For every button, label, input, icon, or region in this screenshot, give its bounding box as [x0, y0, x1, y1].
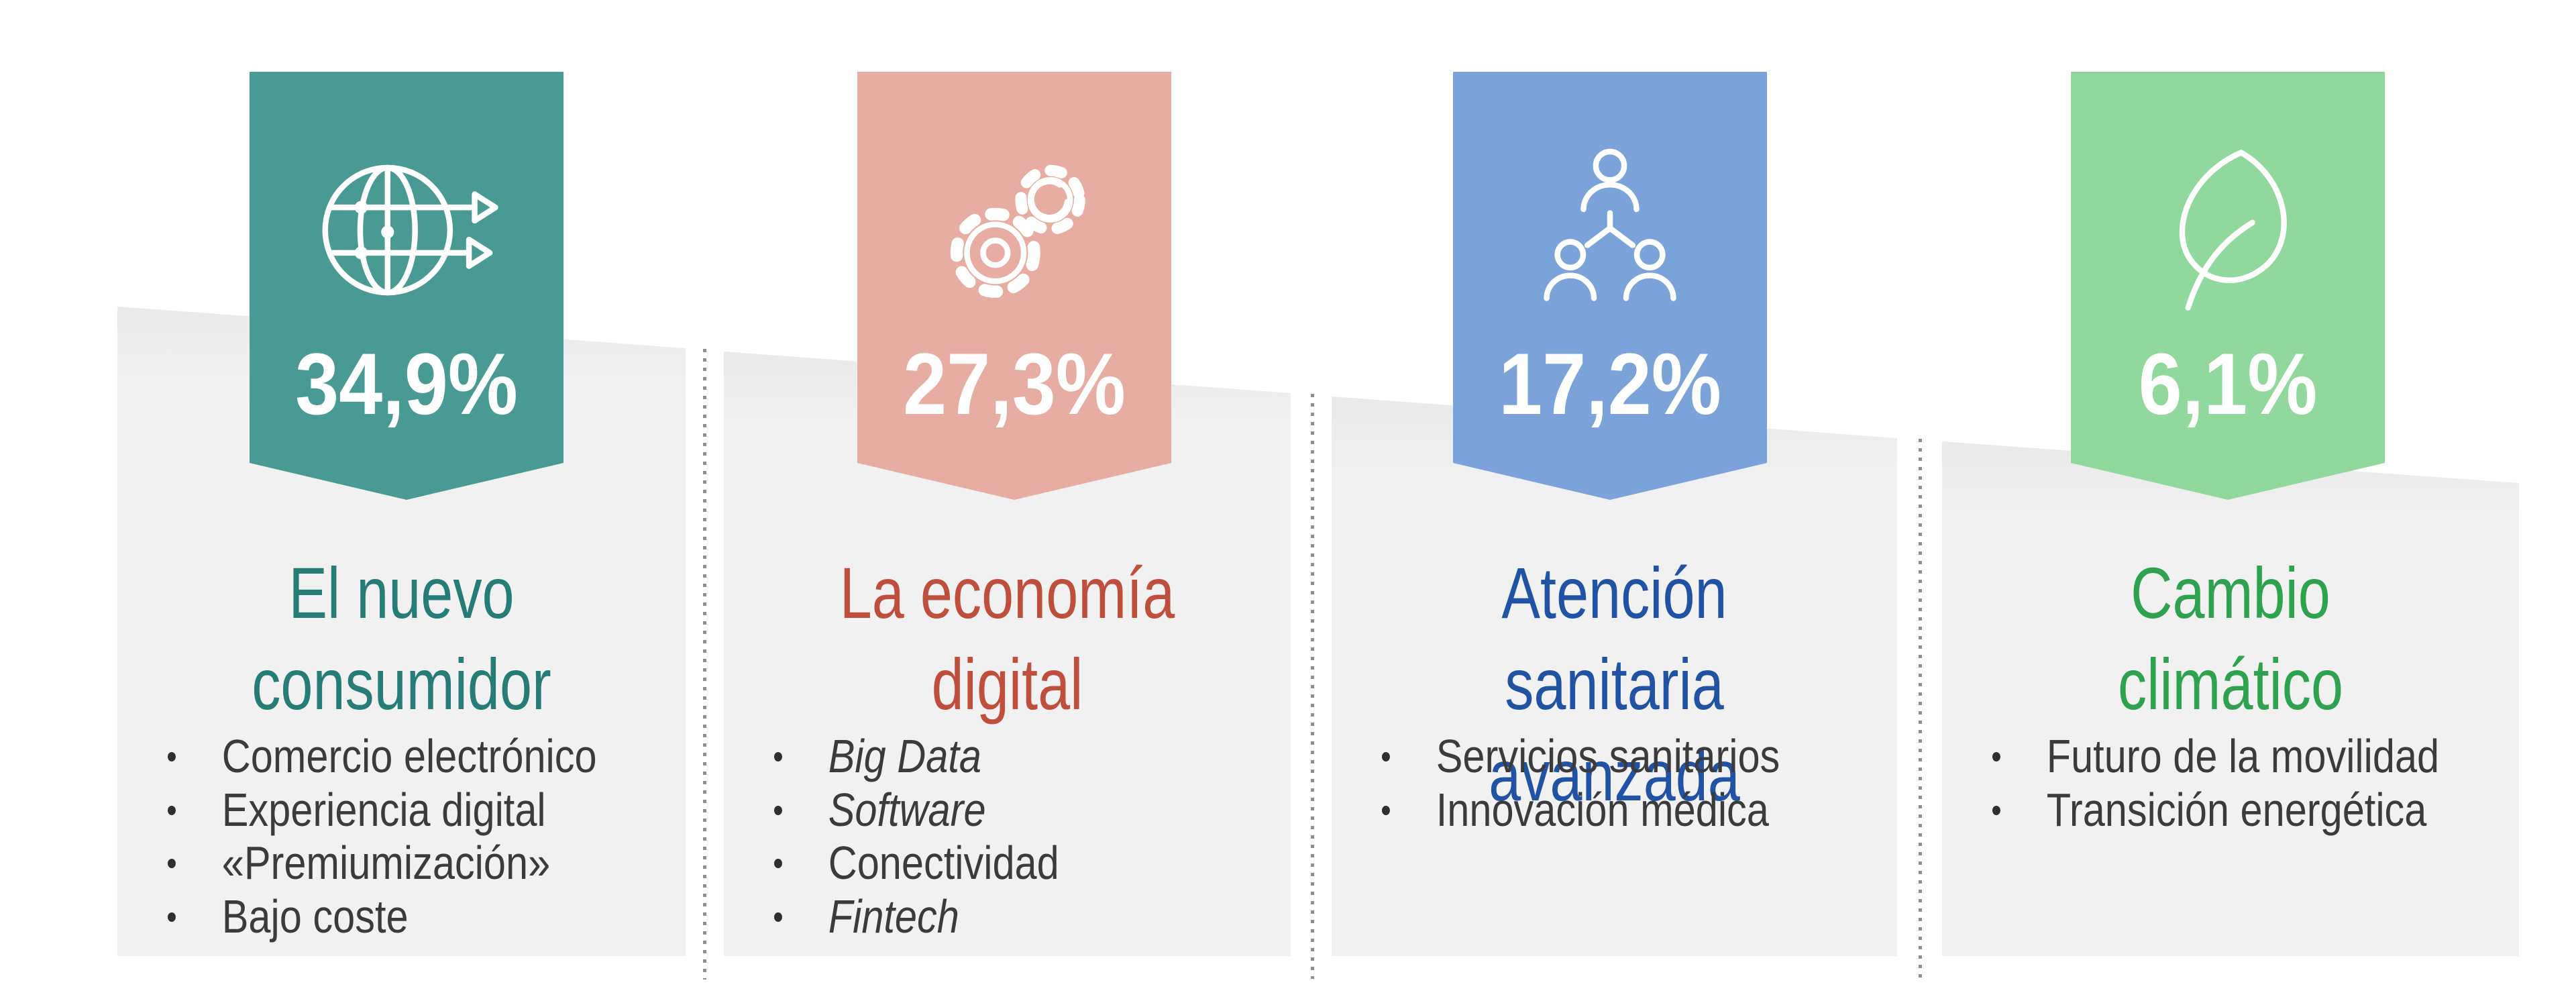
leaf-icon: [2179, 150, 2287, 311]
bullet-item: Big Data: [774, 730, 1208, 784]
panel-cambio-climatico: [1942, 441, 2519, 956]
bullet-item: Comercio electrónico: [168, 730, 601, 784]
percent-value: 17,2%: [1499, 335, 1721, 433]
org-chart-people-icon: [1544, 148, 1676, 301]
column-title-el-nuevo-consumidor: El nuevo consumidor: [252, 552, 551, 725]
percent-value: 34,9%: [295, 335, 518, 433]
bullet-list-el-nuevo-consumidor: Comercio electrónico Experiencia digital…: [168, 730, 601, 943]
bullet-item: «Premiumización»: [168, 837, 601, 890]
globe-arrows-icon: [322, 164, 498, 296]
banner-la-economia-digital: 27,3%: [857, 72, 1171, 500]
dotted-divider: [703, 349, 706, 980]
banner-cambio-climatico: 6,1%: [2071, 72, 2385, 500]
banner-el-nuevo-consumidor: 34,9%: [250, 72, 564, 500]
percent-value: 27,3%: [903, 335, 1126, 433]
dotted-divider: [1311, 394, 1314, 979]
bullet-item: Futuro de la movilidad: [1992, 730, 2443, 784]
bullet-item: Conectividad: [774, 837, 1208, 890]
column-title-cambio-climatico: Cambio climático: [2117, 552, 2344, 725]
bullet-item: Servicios sanitarios: [1382, 730, 1815, 784]
column-title-la-economia-digital: La economía digital: [839, 552, 1175, 725]
gears-icon: [950, 164, 1085, 298]
bullet-item: Experiencia digital: [168, 784, 601, 837]
bullet-item: Transición energética: [1992, 784, 2443, 837]
bullet-item: Software: [774, 784, 1208, 837]
bullet-item: Bajo coste: [168, 890, 601, 944]
bullet-list-cambio-climatico: Futuro de la movilidad Transición energé…: [1992, 730, 2443, 837]
banner-atencion-sanitaria: 17,2%: [1453, 72, 1767, 500]
dotted-divider: [1919, 439, 1922, 980]
percent-value: 6,1%: [2138, 335, 2318, 433]
bullet-item: Fintech: [774, 890, 1208, 944]
bullet-list-atencion-sanitaria: Servicios sanitarios Innovación médica: [1382, 730, 1815, 837]
column-title-atencion-sanitaria: Atención sanitaria avanzada: [1489, 552, 1740, 816]
bullet-list-la-economia-digital: Big Data Software Conectividad Fintech: [774, 730, 1208, 943]
bullet-item: Innovación médica: [1382, 784, 1815, 837]
